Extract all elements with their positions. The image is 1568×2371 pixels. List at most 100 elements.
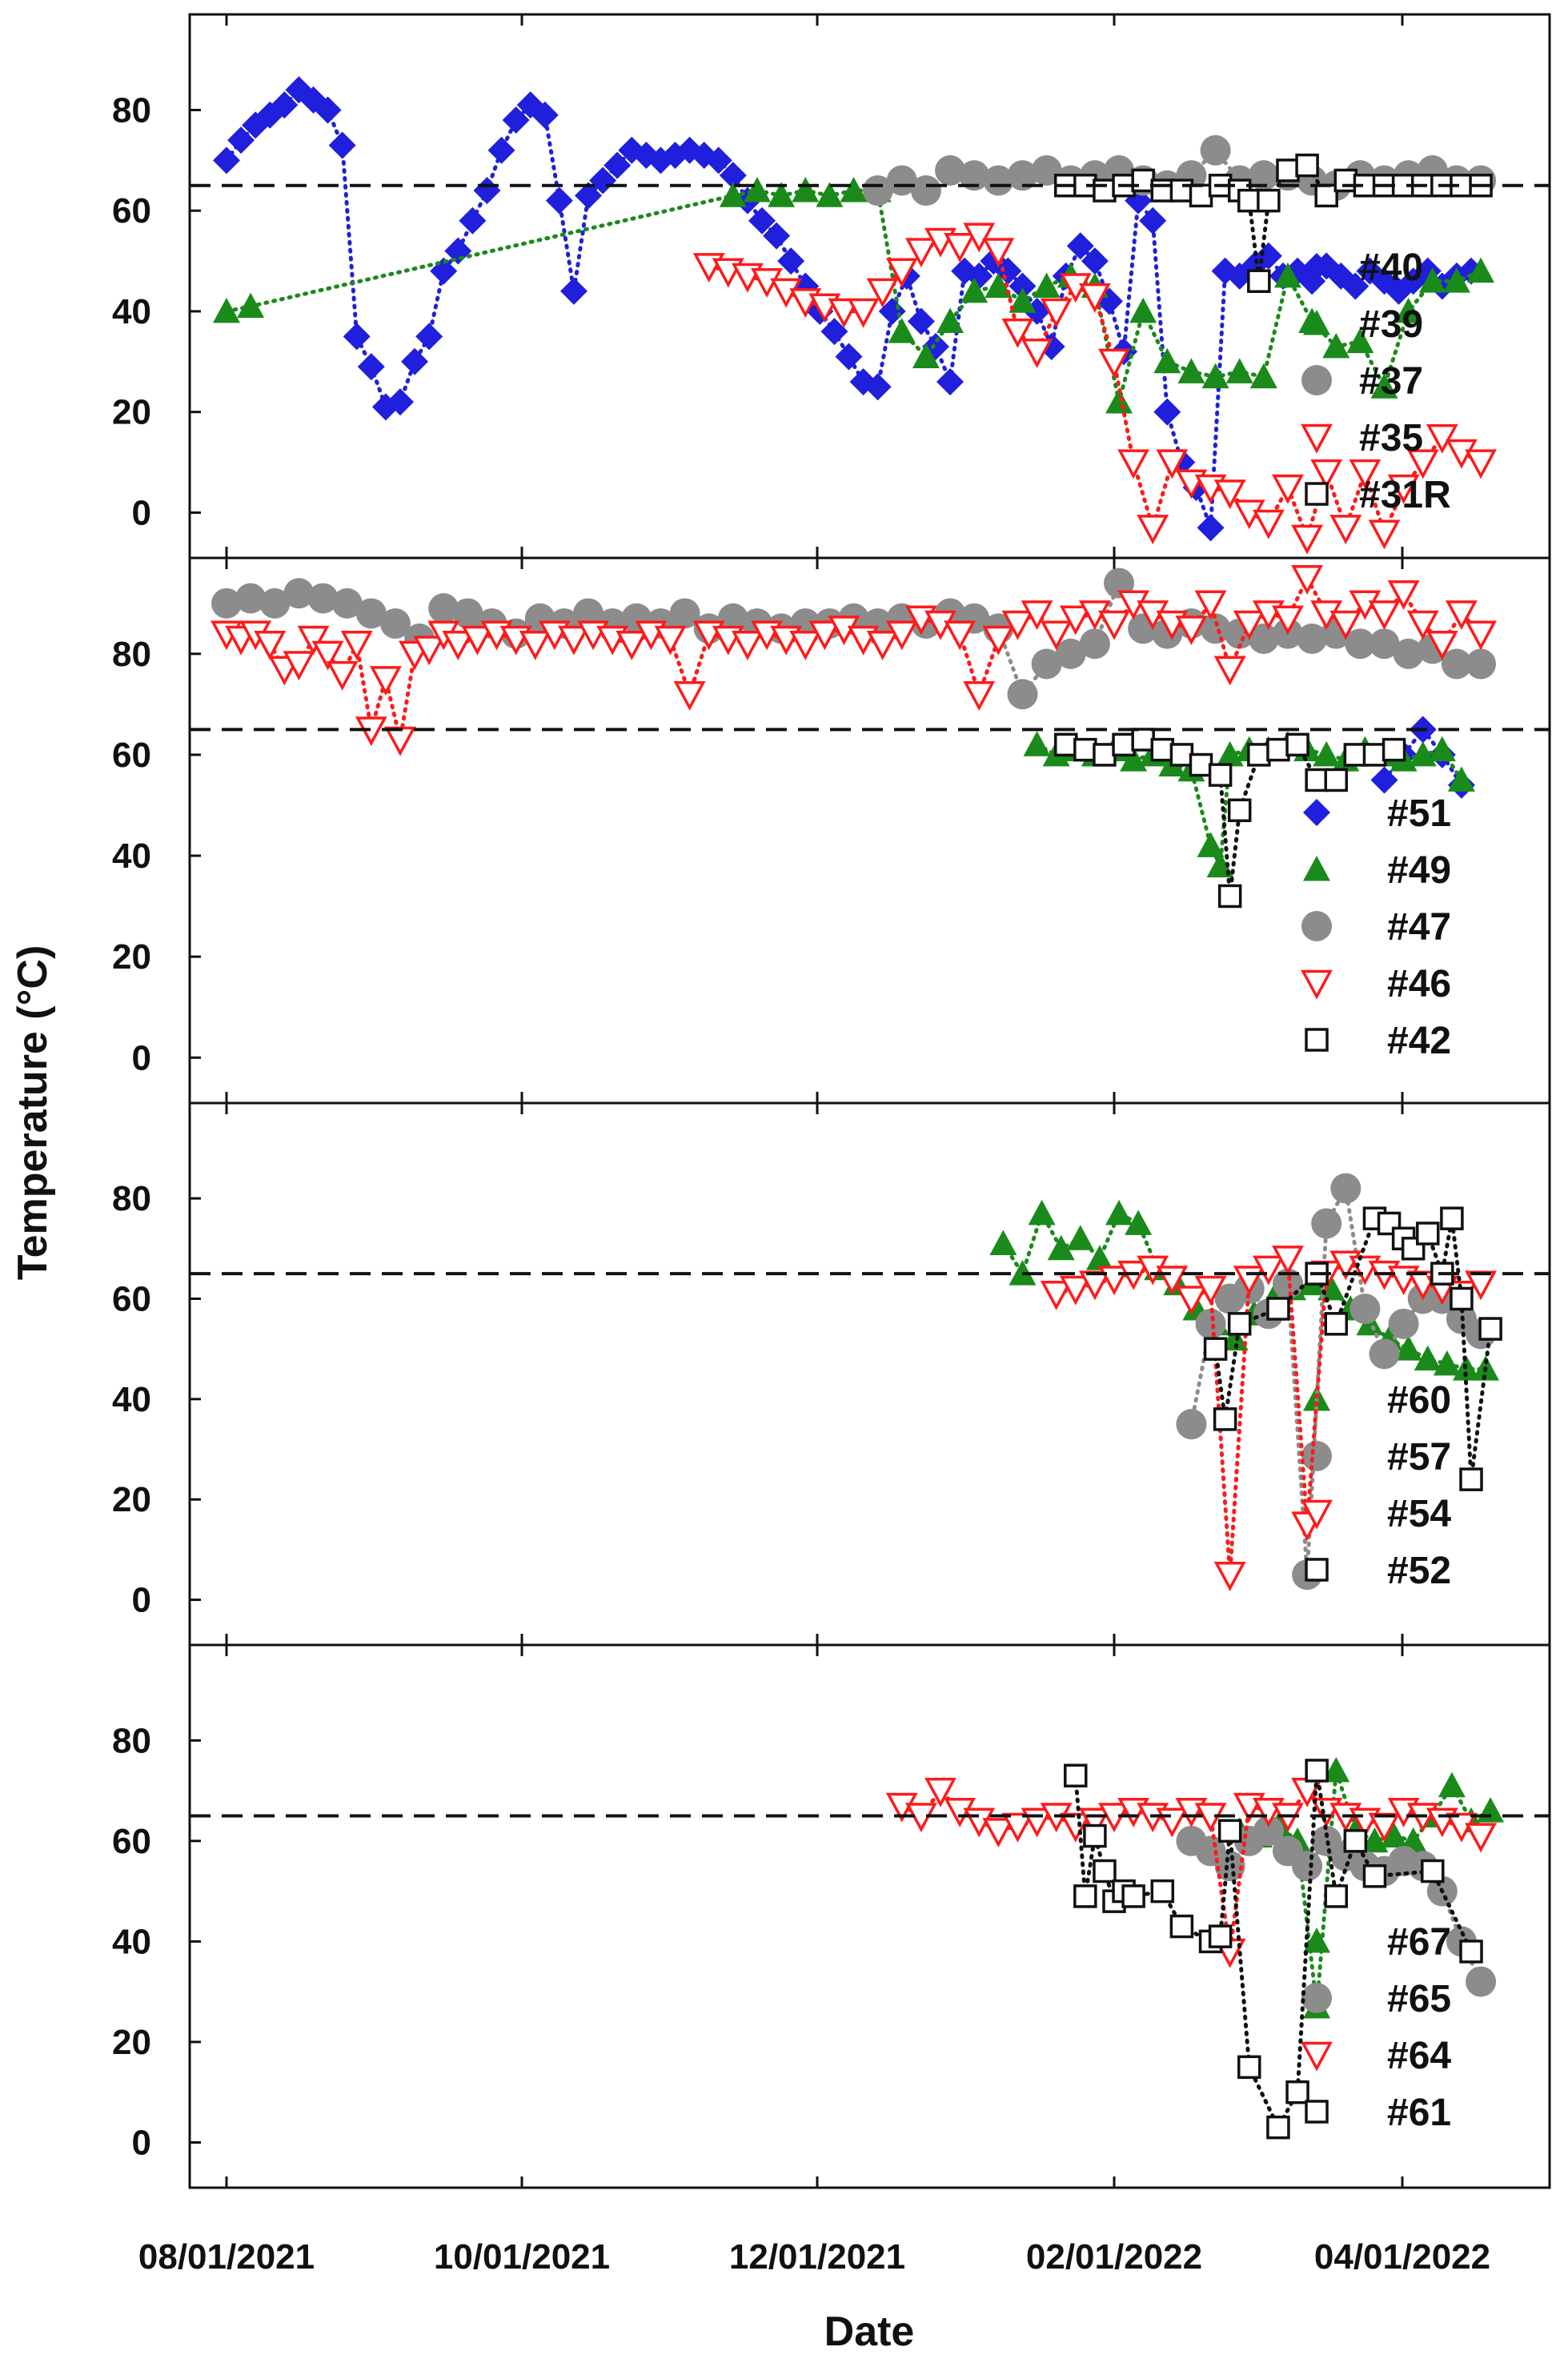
y-tick-label: 60: [112, 1822, 151, 1861]
legend-marker: [1305, 482, 1329, 506]
data-point: [1370, 766, 1398, 794]
data-point: [227, 126, 255, 154]
data-point: [413, 636, 446, 666]
data-point: [673, 681, 706, 711]
data-point: [1083, 1823, 1107, 1848]
data-point: [1362, 743, 1387, 767]
data-point: [1217, 884, 1242, 909]
data-point: [1324, 768, 1348, 792]
data-point: [213, 297, 240, 323]
data-point: [944, 233, 976, 263]
legend-label: #61: [1387, 2092, 1451, 2134]
y-tick-label: 80: [112, 1179, 151, 1218]
legend-label: #60: [1387, 1379, 1451, 1422]
data-point: [1247, 743, 1271, 767]
data-point: [1428, 736, 1456, 762]
data-point: [379, 608, 411, 639]
y-tick-label: 0: [132, 1038, 151, 1077]
data-point: [912, 343, 940, 368]
data-point: [878, 297, 906, 325]
data-point: [1021, 339, 1053, 368]
legend-label: #54: [1387, 1493, 1451, 1535]
data-point: [1266, 737, 1290, 762]
data-point: [442, 630, 475, 660]
data-point: [519, 630, 551, 660]
data-point: [1273, 262, 1301, 288]
data-point: [1297, 623, 1328, 654]
data-point: [1225, 358, 1253, 383]
data-point: [1292, 1851, 1323, 1882]
data-point: [575, 182, 603, 210]
data-point: [1341, 272, 1369, 300]
data-point: [1105, 388, 1133, 414]
data-point: [1369, 628, 1400, 660]
data-point: [369, 666, 402, 696]
data-point: [428, 593, 459, 624]
y-tick-label: 20: [112, 393, 151, 432]
data-point: [1466, 648, 1497, 680]
data-point: [1177, 358, 1205, 383]
data-point: [1266, 1297, 1290, 1321]
data-point: [1291, 565, 1324, 595]
data-point: [254, 630, 287, 660]
data-point: [1208, 1924, 1233, 1948]
data-point: [885, 258, 918, 288]
data-point: [1346, 327, 1374, 354]
panel-1: 0 20 40 60 80 #40 #39 #37 #35 #31R: [112, 13, 1551, 560]
data-point: [1387, 580, 1420, 610]
data-point: [235, 583, 267, 614]
data-point: [719, 162, 747, 190]
data-point: [982, 1818, 1015, 1847]
data-point: [1440, 1206, 1464, 1230]
data-point: [386, 388, 414, 416]
data-point: [1156, 449, 1189, 479]
data-point: [1406, 610, 1439, 640]
data-point: [1416, 1222, 1440, 1246]
data-point: [1059, 1275, 1092, 1306]
data-point: [213, 146, 240, 175]
data-point: [1213, 479, 1246, 509]
data-point: [777, 247, 805, 275]
data-point: [271, 91, 299, 119]
data-point: [237, 292, 265, 319]
data-point: [452, 598, 483, 629]
data-point: [459, 207, 487, 235]
data-point: [1221, 1325, 1249, 1351]
data-point: [910, 175, 941, 207]
legend-label: #39: [1359, 303, 1423, 346]
data-point: [1285, 2080, 1309, 2104]
series-line: [224, 87, 1474, 529]
data-point: [1064, 1763, 1088, 1787]
data-point: [1466, 1966, 1497, 1997]
data-point: [944, 620, 976, 651]
legend-label: #46: [1387, 963, 1451, 1005]
data-point: [924, 1777, 956, 1807]
data-point: [559, 277, 587, 305]
data-point: [1368, 520, 1401, 550]
data-point: [1442, 267, 1470, 293]
data-point: [259, 588, 291, 619]
data-point: [384, 726, 416, 756]
data-point: [1195, 1308, 1226, 1339]
data-point: [211, 588, 242, 619]
data-point: [1394, 1335, 1422, 1361]
data-point: [1252, 1255, 1285, 1286]
data-point: [1093, 1859, 1117, 1884]
y-tick-label: 60: [112, 1279, 151, 1318]
data-point: [828, 298, 860, 328]
data-point: [1150, 737, 1175, 762]
series-51: #51: [1303, 716, 1475, 835]
data-point: [1112, 732, 1136, 757]
legend-marker: [1301, 1441, 1332, 1471]
panel-3: 0 20 40 60 80 #60 #57 #54 #52: [112, 1101, 1551, 1647]
data-point: [545, 187, 573, 215]
data-point: [1200, 134, 1231, 166]
data-point: [866, 630, 899, 660]
data-point: [1040, 620, 1073, 651]
x-tick-label: 12/01/2021: [729, 2237, 905, 2277]
data-point: [1433, 1350, 1461, 1376]
data-point: [960, 277, 989, 303]
data-point: [1249, 363, 1277, 389]
data-point: [1176, 1409, 1207, 1440]
data-point: [888, 318, 916, 343]
